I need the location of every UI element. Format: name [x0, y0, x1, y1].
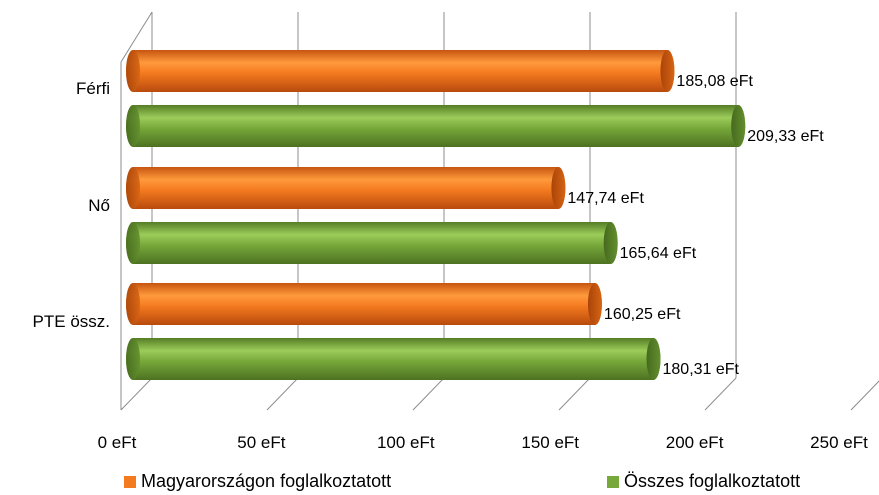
side-wall-top-edge [120, 11, 153, 63]
bar-orange-0 [126, 50, 675, 92]
bar-green-2 [126, 338, 661, 380]
category-label: Nő [88, 196, 110, 215]
legend-swatch-green [607, 475, 619, 488]
legend-item-series-1: Magyarországon foglalkoztatott [124, 471, 391, 492]
floor-gridline [850, 380, 879, 411]
category-label: PTE össz. [33, 312, 110, 331]
x-tick-label: 100 eFt [377, 433, 435, 452]
data-label: 165,64 eFt [620, 245, 697, 262]
bar-body [126, 338, 661, 380]
x-tick-label: 200 eFt [666, 433, 724, 452]
bar-start-cap [126, 283, 140, 325]
legend: Magyarországon foglalkoztatott Összes fo… [0, 465, 879, 495]
x-tick-label: 150 eFt [521, 433, 579, 452]
bar-start-cap [126, 222, 140, 264]
bar-start-cap [126, 167, 140, 209]
bar-body [126, 283, 602, 325]
floor-gridline [412, 377, 445, 411]
floor-gridline [558, 377, 591, 411]
data-label: 147,74 eFt [567, 190, 644, 207]
bars [126, 50, 746, 380]
data-label: 180,31 eFt [663, 361, 740, 378]
legend-item-series-2: Összes foglalkoztatott [607, 471, 800, 492]
bar-body [126, 222, 618, 264]
data-label: 160,25 eFt [604, 306, 681, 323]
bar-start-cap [126, 105, 140, 147]
bar-start-cap [126, 338, 140, 380]
bar-end-cap [646, 338, 661, 380]
bar-body [126, 105, 746, 147]
floor-gridline [120, 377, 153, 411]
legend-swatch-orange [124, 475, 136, 488]
data-labels: 185,08 eFt 209,33 eFt 147,74 eFt 165,64 eFt… [567, 73, 824, 378]
bar-body [126, 167, 566, 209]
bar-end-cap [660, 50, 675, 92]
legend-label-series-2: Összes foglalkoztatott [624, 471, 801, 491]
bar-green-0 [126, 105, 746, 147]
bar-end-cap [587, 283, 602, 325]
category-label: Férfi [76, 79, 110, 98]
bar-green-1 [126, 222, 618, 264]
floor-gridline [704, 377, 737, 411]
bar-end-cap [551, 167, 566, 209]
bar-orange-1 [126, 167, 566, 209]
axis-labels: Férfi Nő PTE össz. 0 eFt 50 eFt 100 eFt 150 eF… [33, 79, 869, 452]
data-label: 185,08 eFt [676, 73, 753, 90]
bar-start-cap [126, 50, 140, 92]
bar-end-cap [731, 105, 746, 147]
bar-orange-2 [126, 283, 602, 325]
floor-gridline [266, 377, 299, 411]
legend-label-series-1: Magyarországon foglalkoztatott [141, 471, 392, 491]
x-tick-label: 0 eFt [98, 433, 137, 452]
data-label: 209,33 eFt [747, 128, 824, 145]
bar-body [126, 50, 675, 92]
x-tick-label: 250 eFt [810, 433, 868, 452]
bar-end-cap [603, 222, 618, 264]
x-tick-label: 50 eFt [237, 433, 285, 452]
